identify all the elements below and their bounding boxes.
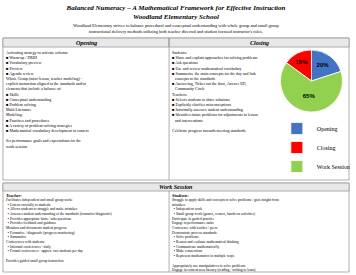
svg-text:15%: 15% bbox=[295, 59, 308, 65]
svg-text:20%: 20% bbox=[317, 62, 330, 68]
svg-text:Teacher:: Teacher: bbox=[6, 193, 22, 198]
svg-text:Woodland Elementary strives to: Woodland Elementary strives to balance p… bbox=[73, 23, 280, 34]
svg-text:Closing: Closing bbox=[317, 145, 336, 151]
svg-text:Opening: Opening bbox=[76, 40, 97, 46]
svg-text:Closing: Closing bbox=[250, 40, 269, 46]
svg-text:Balanced Numeracy – A Mathemat: Balanced Numeracy – A Mathematical Frame… bbox=[66, 4, 286, 21]
svg-text:Facilitates independent and sm: Facilitates independent and small group … bbox=[6, 198, 113, 263]
svg-text:Students:■ Share and explain a: Students:■ Share and explain approaches … bbox=[172, 50, 258, 133]
svg-text:Work Session: Work Session bbox=[159, 184, 193, 190]
svg-text:Work Session: Work Session bbox=[317, 164, 350, 170]
svg-text:Activating strategy to activat: Activating strategy to activate schema:■… bbox=[6, 50, 90, 149]
svg-text:65%: 65% bbox=[303, 93, 316, 99]
svg-text:Struggle to apply skills and c: Struggle to apply skills and concepts to… bbox=[172, 198, 279, 272]
svg-text:Opening: Opening bbox=[317, 126, 338, 132]
svg-text:Students:: Students: bbox=[172, 193, 189, 198]
